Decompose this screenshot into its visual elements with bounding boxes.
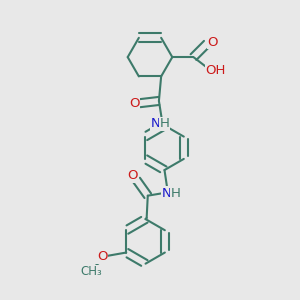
- Text: H: H: [170, 187, 180, 200]
- Text: N: N: [161, 187, 171, 200]
- Text: O: O: [207, 36, 218, 49]
- Text: O: O: [129, 97, 140, 110]
- Text: O: O: [97, 250, 107, 263]
- Text: OH: OH: [206, 64, 226, 77]
- Text: CH₃: CH₃: [80, 265, 102, 278]
- Text: H: H: [160, 117, 170, 130]
- Text: O: O: [128, 169, 138, 182]
- Text: N: N: [151, 117, 160, 130]
